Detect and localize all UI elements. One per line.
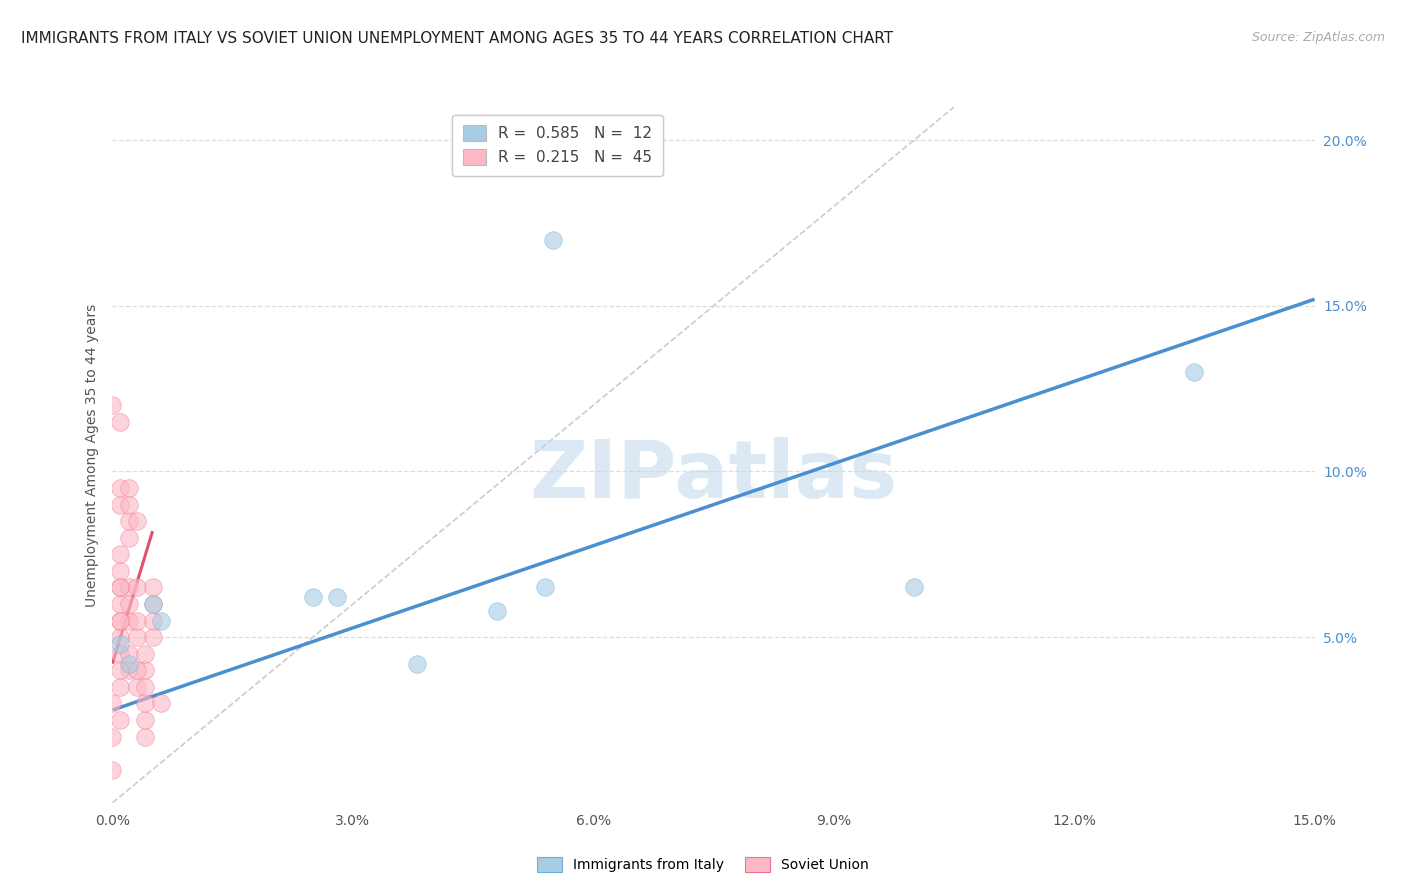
Point: [110, 415, 132, 429]
Point: [110, 663, 132, 677]
Point: [110, 597, 132, 611]
Point: [141, 614, 163, 628]
Point: [141, 597, 163, 611]
Point: [110, 630, 132, 644]
Point: [117, 663, 139, 677]
Point: [543, 233, 565, 247]
Point: [117, 657, 139, 671]
Point: [101, 763, 124, 777]
Point: [134, 730, 156, 744]
Legend: R =  0.585   N =  12, R =  0.215   N =  45: R = 0.585 N = 12, R = 0.215 N = 45: [451, 115, 662, 176]
Text: IMMIGRANTS FROM ITALY VS SOVIET UNION UNEMPLOYMENT AMONG AGES 35 TO 44 YEARS COR: IMMIGRANTS FROM ITALY VS SOVIET UNION UN…: [21, 31, 893, 46]
Point: [110, 581, 132, 595]
Point: [406, 657, 429, 671]
Point: [101, 730, 124, 744]
Point: [486, 604, 509, 618]
Point: [110, 680, 132, 694]
Point: [117, 614, 139, 628]
Point: [125, 514, 148, 528]
Point: [117, 581, 139, 595]
Point: [110, 614, 132, 628]
Point: [903, 581, 925, 595]
Point: [110, 614, 132, 628]
Point: [117, 481, 139, 495]
Point: [117, 498, 139, 512]
Point: [1184, 365, 1206, 379]
Legend: Immigrants from Italy, Soviet Union: Immigrants from Italy, Soviet Union: [529, 849, 877, 880]
Point: [101, 697, 124, 711]
Point: [125, 630, 148, 644]
Point: [326, 591, 349, 605]
Point: [110, 713, 132, 727]
Point: [117, 597, 139, 611]
Point: [125, 581, 148, 595]
Point: [141, 581, 163, 595]
Text: ZIPatlas: ZIPatlas: [530, 437, 897, 515]
Point: [110, 637, 132, 651]
Point: [134, 697, 156, 711]
Point: [534, 581, 557, 595]
Point: [149, 614, 172, 628]
Point: [110, 481, 132, 495]
Point: [110, 564, 132, 578]
Point: [110, 647, 132, 661]
Point: [110, 547, 132, 561]
Point: [149, 697, 172, 711]
Point: [125, 614, 148, 628]
Point: [141, 630, 163, 644]
Text: Source: ZipAtlas.com: Source: ZipAtlas.com: [1251, 31, 1385, 45]
Point: [125, 680, 148, 694]
Y-axis label: Unemployment Among Ages 35 to 44 years: Unemployment Among Ages 35 to 44 years: [84, 303, 98, 607]
Point: [117, 514, 139, 528]
Point: [110, 581, 132, 595]
Point: [117, 647, 139, 661]
Point: [110, 498, 132, 512]
Point: [101, 398, 124, 412]
Point: [117, 531, 139, 545]
Point: [302, 591, 325, 605]
Point: [125, 663, 148, 677]
Point: [134, 680, 156, 694]
Point: [134, 713, 156, 727]
Point: [134, 663, 156, 677]
Point: [141, 597, 163, 611]
Point: [134, 647, 156, 661]
